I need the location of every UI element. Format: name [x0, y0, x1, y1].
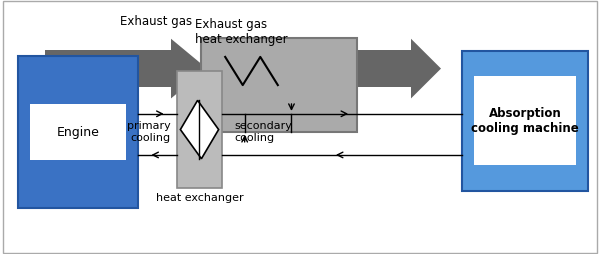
Bar	[30, 104, 126, 160]
Polygon shape	[171, 39, 207, 99]
Text: Engine: Engine	[56, 125, 100, 139]
Text: Exhaust gas
heat exchanger: Exhaust gas heat exchanger	[195, 18, 287, 46]
Text: secondary
cooling: secondary cooling	[234, 121, 292, 143]
Polygon shape	[181, 100, 218, 159]
Text: heat exchanger: heat exchanger	[155, 193, 244, 203]
Bar	[474, 76, 576, 165]
Polygon shape	[411, 39, 441, 99]
Bar	[45, 56, 87, 69]
Bar	[177, 71, 222, 188]
Bar	[45, 50, 171, 87]
Text: Exhaust gas: Exhaust gas	[120, 15, 192, 28]
Text: primary
cooling: primary cooling	[127, 121, 171, 143]
Bar	[18, 56, 138, 208]
Text: Absorption
cooling machine: Absorption cooling machine	[471, 107, 579, 135]
Bar	[201, 38, 357, 132]
Bar	[357, 50, 411, 87]
Bar	[462, 51, 588, 191]
